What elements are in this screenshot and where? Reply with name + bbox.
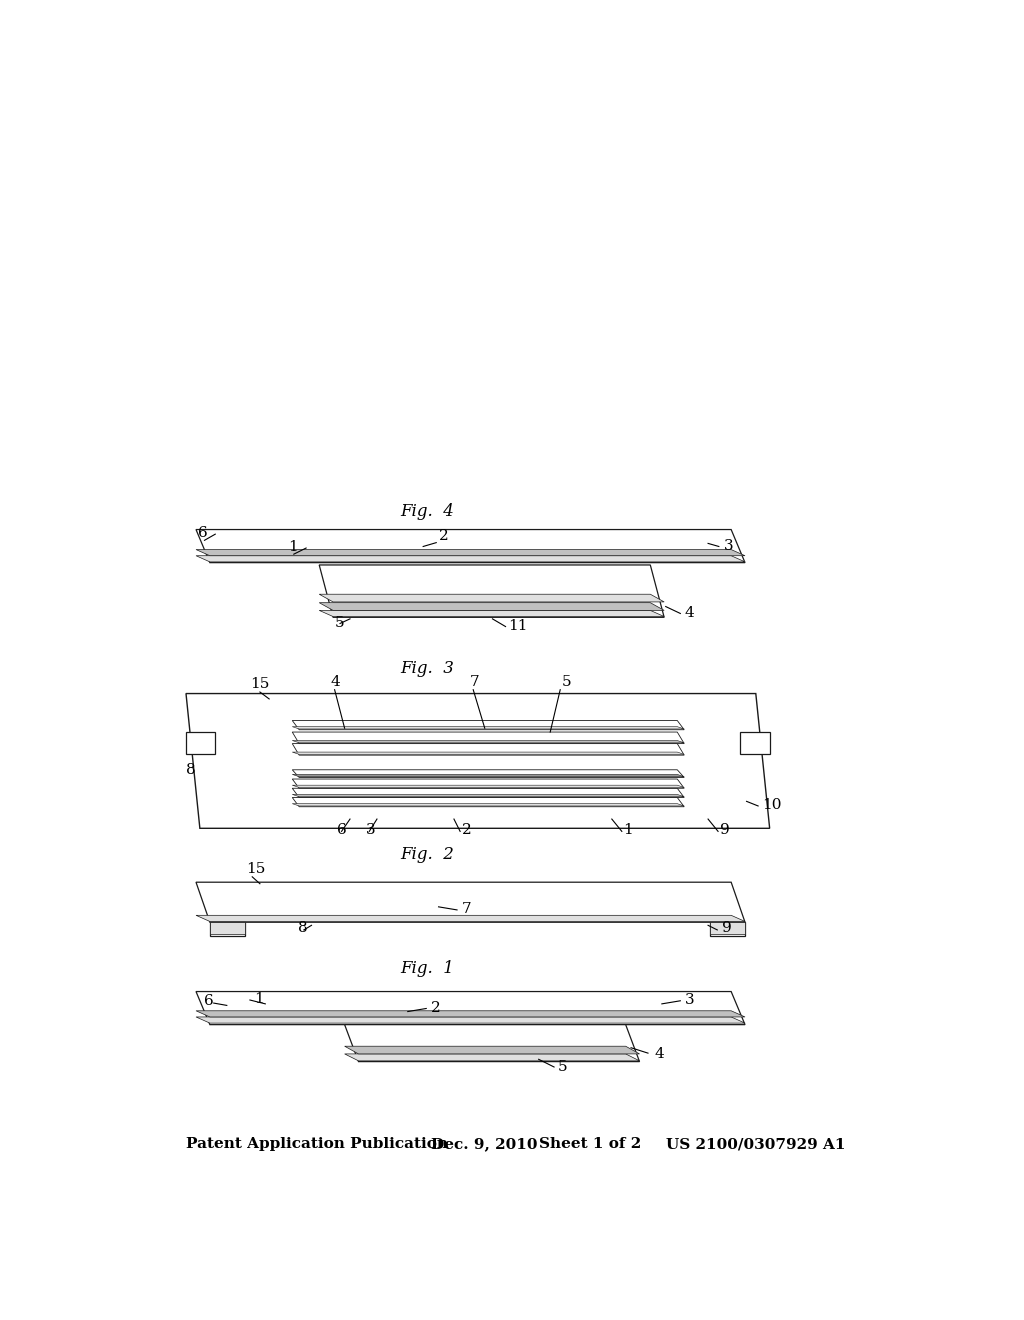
Text: 4: 4 [685,606,694,619]
Polygon shape [292,733,684,743]
Polygon shape [196,549,745,556]
Polygon shape [711,923,745,936]
Text: 15: 15 [246,862,265,876]
Text: Dec. 9, 2010: Dec. 9, 2010 [431,1137,538,1151]
Polygon shape [292,721,684,730]
Text: 3: 3 [724,539,733,553]
Polygon shape [196,556,745,562]
Text: 5: 5 [335,615,344,630]
Polygon shape [292,797,684,807]
Text: Sheet 1 of 2: Sheet 1 of 2 [539,1137,641,1151]
Polygon shape [196,529,745,562]
Polygon shape [711,923,745,933]
Text: 2: 2 [462,824,471,837]
Polygon shape [345,1053,640,1061]
Polygon shape [292,741,684,743]
Polygon shape [292,779,684,788]
Text: 3: 3 [685,993,694,1007]
Text: 4: 4 [654,1047,664,1061]
Text: 5: 5 [558,1060,567,1074]
Text: 5: 5 [562,675,571,689]
Text: 4: 4 [331,675,341,689]
Text: 8: 8 [186,763,196,777]
Text: 6: 6 [337,824,347,837]
Polygon shape [292,770,684,777]
Polygon shape [292,726,684,729]
Polygon shape [210,923,245,936]
Polygon shape [196,915,745,921]
Text: US 2100/0307929 A1: US 2100/0307929 A1 [666,1137,845,1151]
Polygon shape [292,804,684,807]
Text: 1: 1 [289,540,298,554]
Text: 2: 2 [438,528,449,543]
Text: 9: 9 [720,824,729,837]
Text: 1: 1 [254,993,263,1006]
Polygon shape [292,752,684,755]
Text: 9: 9 [722,921,732,936]
Polygon shape [210,923,245,933]
Polygon shape [319,603,665,610]
Text: 15: 15 [250,677,269,692]
Polygon shape [186,733,215,754]
Text: 7: 7 [462,902,471,916]
Text: Patent Application Publication: Patent Application Publication [186,1137,449,1151]
Polygon shape [319,594,665,602]
Polygon shape [319,610,665,616]
Text: 2: 2 [431,1001,440,1015]
Polygon shape [319,565,665,618]
Polygon shape [196,1016,745,1023]
Polygon shape [292,788,684,797]
Text: Fig.  3: Fig. 3 [400,660,454,677]
Text: 7: 7 [469,675,479,689]
Text: 1: 1 [624,824,633,837]
Polygon shape [345,1024,640,1061]
Polygon shape [186,693,770,829]
Polygon shape [345,1047,640,1053]
Polygon shape [196,882,745,923]
Polygon shape [196,991,745,1024]
Polygon shape [292,795,684,797]
Text: 8: 8 [298,921,308,936]
Text: 11: 11 [508,619,527,634]
Polygon shape [292,743,684,755]
Text: 6: 6 [204,994,213,1008]
Text: 6: 6 [199,527,208,540]
Text: Fig.  1: Fig. 1 [400,960,454,977]
Polygon shape [196,1011,745,1016]
Text: 10: 10 [762,799,781,812]
Text: 3: 3 [366,824,375,837]
Polygon shape [292,775,684,776]
Text: Fig.  4: Fig. 4 [400,503,454,520]
Text: Fig.  2: Fig. 2 [400,846,454,863]
Polygon shape [740,733,770,754]
Polygon shape [292,785,684,788]
